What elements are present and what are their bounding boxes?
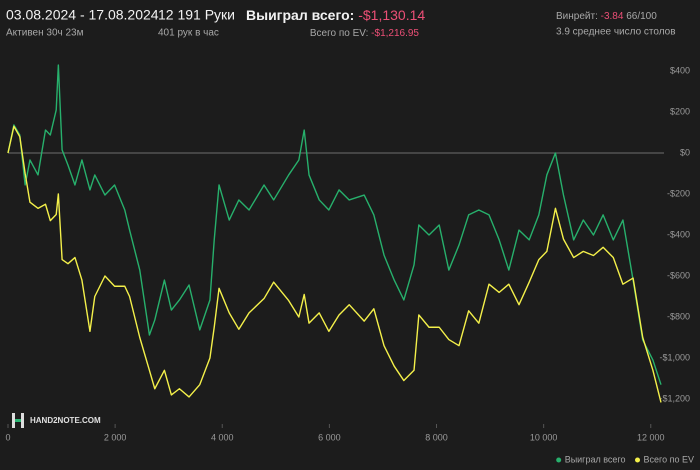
x-tick-label: 6 000 <box>318 432 341 442</box>
ev-value: -$1,216.95 <box>371 28 419 39</box>
y-tick-label: -$200 <box>667 188 690 198</box>
winrate-detail: 66/100 <box>626 11 657 22</box>
hands: 12 191 Руки <box>158 7 235 23</box>
y-tick-label: $0 <box>680 147 690 157</box>
x-tick-label: 4 000 <box>211 432 234 442</box>
plot: $400 $200 $0 -$200 -$400 -$600 -$800 -$1,000 -$1… <box>5 64 694 464</box>
logo: HAND2NOTE.COM <box>12 413 101 428</box>
logo-icon <box>15 419 21 422</box>
y-tick-label: -$600 <box>667 270 690 280</box>
legend-swatch <box>635 457 641 463</box>
won-label: Выиграл всего: <box>246 7 354 23</box>
legend-label: Всего по EV <box>644 454 694 464</box>
y-tick-label: -$1,200 <box>659 393 690 403</box>
y-tick-label: $400 <box>670 65 690 75</box>
y-tick-label: -$1,000 <box>659 352 690 362</box>
winrate-label: Винрейт: <box>556 11 598 22</box>
x-tick-label: 0 <box>5 432 10 442</box>
series-line <box>7 125 662 403</box>
y-tick-label: -$800 <box>667 311 690 321</box>
won-total: Выиграл всего: -$1,130.14 <box>246 7 425 23</box>
ev-label: Всего по EV: <box>310 28 369 39</box>
winrate: Винрейт: -3.84 66/100 <box>556 11 657 22</box>
y-tick-label: $200 <box>670 106 690 116</box>
legend-label: Выиграл всего <box>565 454 626 464</box>
active-time: Активен 30ч 23м <box>6 28 84 39</box>
logo-icon <box>12 413 15 428</box>
x-tick-label: 2 000 <box>104 432 127 442</box>
winrate-value: -3.84 <box>601 11 624 22</box>
won-value: -$1,130.14 <box>358 7 425 23</box>
logo-icon <box>21 413 24 428</box>
x-tick-label: 12 000 <box>637 432 665 442</box>
series-line <box>7 64 662 385</box>
x-tick-label: 8 000 <box>425 432 448 442</box>
avg-tables: 3.9 среднее число столов <box>556 27 676 38</box>
y-tick-label: -$400 <box>667 229 690 239</box>
date-range: 03.08.2024 - 17.08.2024 <box>6 7 159 23</box>
logo-text: HAND2NOTE.COM <box>30 416 101 425</box>
legend-swatch <box>556 457 562 463</box>
hands-per-hour: 401 рук в час <box>158 28 219 39</box>
x-tick-label: 10 000 <box>530 432 558 442</box>
ev-total: Всего по EV: -$1,216.95 <box>310 28 420 39</box>
